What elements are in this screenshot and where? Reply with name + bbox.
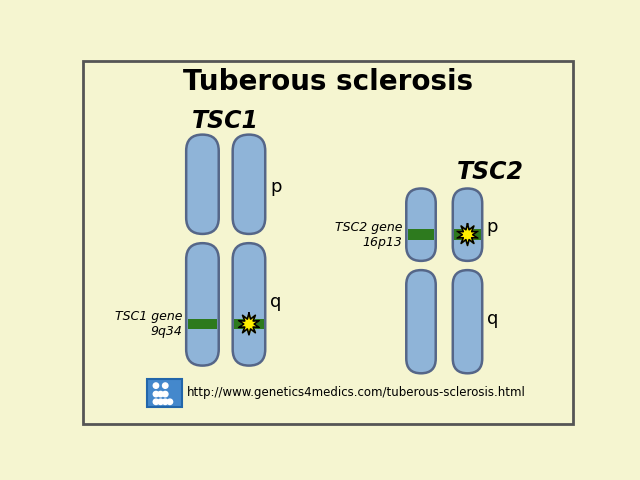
Text: TSC2 gene
16p13: TSC2 gene 16p13	[335, 221, 403, 249]
Circle shape	[153, 399, 159, 405]
Text: p: p	[487, 218, 499, 236]
Circle shape	[153, 391, 159, 397]
FancyBboxPatch shape	[186, 134, 219, 234]
Bar	[408, 229, 434, 240]
Bar	[454, 229, 481, 240]
Text: Tuberous sclerosis: Tuberous sclerosis	[183, 68, 473, 96]
Polygon shape	[239, 313, 259, 335]
Text: q: q	[270, 293, 281, 311]
FancyBboxPatch shape	[147, 379, 182, 407]
Bar	[188, 319, 217, 329]
FancyBboxPatch shape	[406, 270, 436, 373]
Polygon shape	[457, 224, 478, 245]
Text: TSC1: TSC1	[192, 109, 259, 133]
Text: p: p	[270, 178, 282, 195]
FancyBboxPatch shape	[452, 270, 482, 373]
Circle shape	[167, 399, 173, 405]
Circle shape	[153, 383, 159, 388]
FancyBboxPatch shape	[233, 134, 265, 234]
FancyBboxPatch shape	[186, 243, 219, 366]
Circle shape	[158, 391, 163, 397]
Circle shape	[163, 399, 168, 405]
Text: TSC1 gene
9q34: TSC1 gene 9q34	[115, 310, 182, 338]
FancyBboxPatch shape	[452, 189, 482, 261]
Circle shape	[158, 399, 163, 405]
Bar	[234, 319, 264, 329]
Text: TSC2: TSC2	[457, 159, 524, 183]
FancyBboxPatch shape	[233, 243, 265, 366]
Circle shape	[163, 383, 168, 388]
Circle shape	[163, 391, 168, 397]
Text: q: q	[487, 311, 499, 328]
Text: http://www.genetics4medics.com/tuberous-sclerosis.html: http://www.genetics4medics.com/tuberous-…	[187, 386, 526, 399]
FancyBboxPatch shape	[406, 189, 436, 261]
